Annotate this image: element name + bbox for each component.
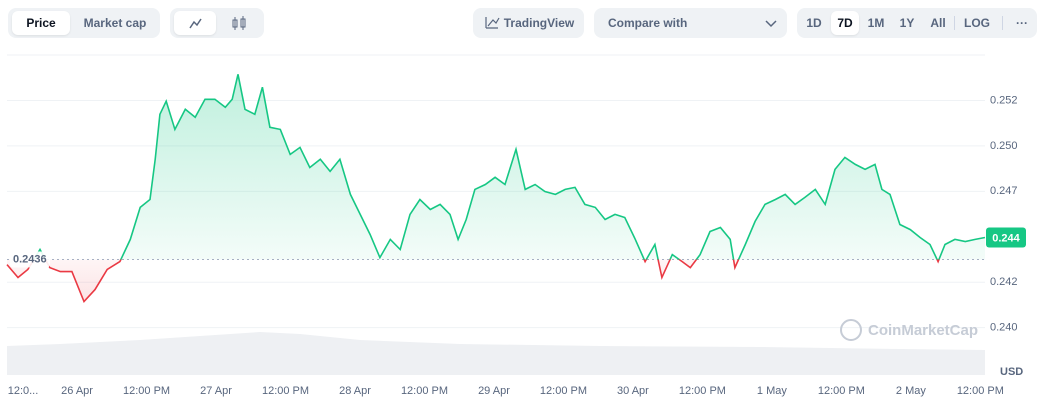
y-tick-label: 0.252 — [990, 94, 1018, 106]
range-button[interactable]: 1M — [867, 16, 885, 30]
wick-glyph — [234, 16, 244, 30]
tradingview-button[interactable]: TradingView — [473, 8, 584, 38]
x-tick-label: 28 Apr — [339, 385, 371, 397]
price-line — [6, 74, 986, 303]
x-tick-label: 1 May — [757, 385, 787, 397]
y-tick-label: 0.242 — [990, 276, 1018, 288]
y-unit: USD — [1000, 366, 1023, 378]
tradingview-label: TradingView — [503, 16, 575, 30]
x-tick-label: 12:0... — [8, 385, 39, 397]
range-button[interactable]: All — [930, 16, 946, 30]
baseline-tag — [10, 251, 50, 268]
view-tabs: Price Market cap — [8, 8, 160, 38]
x-tick-label: 12:00 PM — [679, 385, 726, 397]
watermark-text: CoinMarketCap — [868, 322, 978, 339]
separator — [1002, 16, 1003, 30]
compare-label: Compare with — [608, 16, 688, 30]
tv-glyph — [485, 17, 500, 29]
x-tick-label: 12:00 PM — [540, 385, 587, 397]
line-icon — [189, 18, 202, 29]
range-button[interactable]: LOG — [964, 16, 990, 30]
x-tick-label: 30 Apr — [617, 385, 649, 397]
more-button[interactable]: ··· — [1016, 16, 1028, 30]
candle-icon — [232, 16, 246, 30]
range-button[interactable]: 1Y — [899, 16, 915, 30]
compare-select[interactable]: Compare with — [594, 8, 787, 38]
tab-market-cap[interactable]: Market cap — [83, 16, 147, 30]
tab-price[interactable]: Price — [12, 11, 70, 35]
candle-style-button[interactable] — [218, 11, 260, 35]
range-button[interactable]: 7D — [831, 11, 859, 35]
range-group: ··· 1D 7D 1M 1Y All LOG — [797, 8, 1037, 38]
x-tick-label: 12:00 PM — [818, 385, 865, 397]
separator — [954, 16, 955, 30]
chevron-glyph — [765, 20, 777, 28]
volume-area — [7, 332, 985, 375]
watermark-logo — [840, 319, 862, 341]
y-tick-label: 0.240 — [990, 322, 1018, 334]
x-tick-label: 26 Apr — [61, 385, 93, 397]
watermark: CoinMarketCap — [840, 319, 978, 341]
line-glyph — [189, 18, 202, 29]
baseline-label: 0.2436 — [13, 253, 47, 265]
x-tick-label: 12:00 PM — [262, 385, 309, 397]
x-tick-label: 12:00 PM — [123, 385, 170, 397]
y-tick-label: 0.247 — [990, 185, 1018, 197]
tv-icon — [485, 17, 500, 29]
range-button[interactable]: 1D — [806, 16, 822, 30]
x-tick-label: 29 Apr — [478, 385, 510, 397]
x-tick-label: 12:00 PM — [401, 385, 448, 397]
chevron — [765, 20, 777, 28]
x-tick-label: 2 May — [896, 385, 926, 397]
chart-style — [170, 8, 264, 38]
current-price-tag — [986, 227, 1026, 248]
x-tick-label: 12:00 PM — [957, 385, 1004, 397]
x-tick-label: 27 Apr — [200, 385, 232, 397]
line-style-button[interactable] — [174, 11, 216, 35]
current-price: 0.244 — [992, 232, 1020, 244]
y-tick-label: 0.250 — [990, 140, 1018, 152]
area-fill — [7, 74, 985, 302]
